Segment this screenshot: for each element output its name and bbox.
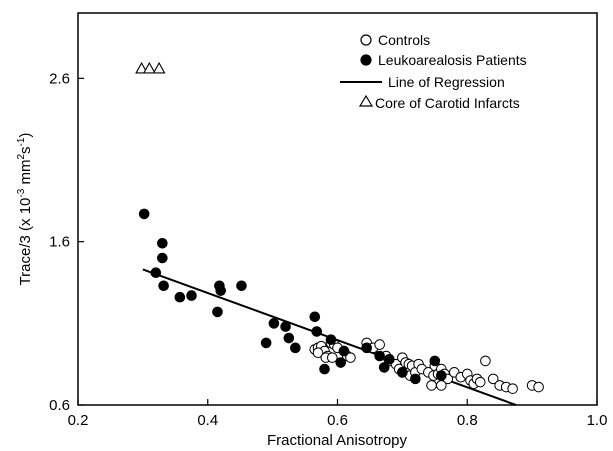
patient-point (384, 353, 395, 365)
x-tick-label: 0.8 (457, 412, 478, 429)
infarct-point (152, 61, 166, 74)
control-point (374, 339, 385, 350)
patient-point (335, 357, 347, 368)
y-tick-label: 1.6 (49, 234, 70, 251)
control-point (327, 352, 338, 363)
patient-point (374, 350, 385, 362)
control-point (507, 383, 518, 394)
patient-point (268, 318, 280, 329)
patient-point (311, 326, 323, 337)
patient-point (236, 280, 247, 292)
patient-point (361, 342, 372, 354)
legend-infarcts-marker (358, 94, 374, 107)
infarct-point (142, 61, 156, 74)
control-point (533, 381, 544, 393)
patient-point (429, 355, 441, 367)
patient-point (158, 280, 169, 292)
control-point (487, 373, 499, 385)
control-point (436, 380, 447, 391)
patient-point (378, 362, 390, 373)
legend-infarcts-label: Core of Carotid Infarcts (375, 95, 520, 111)
x-axis-label: Fractional Anisotropy (267, 432, 408, 449)
patient-point (280, 321, 291, 332)
data-points (135, 61, 544, 394)
x-tick-label: 0.4 (197, 412, 218, 429)
patient-point (338, 345, 350, 357)
patient-point (436, 370, 447, 381)
patient-point (150, 267, 162, 279)
control-point (312, 347, 324, 359)
legend-patients-label: Leukoarealosis Patients (378, 52, 527, 68)
y-tick-label: 0.6 (49, 397, 70, 414)
patient-point (325, 334, 337, 345)
control-point (426, 380, 437, 391)
patient-point (260, 337, 272, 349)
patient-point (397, 367, 408, 378)
patient-point (186, 290, 197, 301)
x-tick-label: 0.2 (68, 412, 89, 429)
patient-point (138, 208, 150, 220)
legend: Controls Leukoarealosis Patients Line of… (340, 32, 527, 111)
legend-controls-label: Controls (378, 32, 430, 48)
control-point (480, 355, 491, 367)
x-tick-label: 0.6 (327, 412, 348, 429)
patient-point (290, 342, 301, 354)
legend-regression-label: Line of Regression (388, 74, 505, 90)
infarct-point (135, 61, 149, 74)
patient-point (215, 285, 227, 296)
patient-point (157, 238, 168, 249)
patient-point (212, 306, 223, 318)
legend-controls-marker (360, 34, 372, 46)
y-axis-label: Trace/3 (x 10-3 mm2s-1) (16, 133, 34, 286)
patient-point (283, 332, 295, 344)
legend-patients-marker (360, 54, 372, 66)
control-point (474, 376, 486, 388)
patient-point (309, 311, 321, 323)
patient-point (319, 363, 330, 375)
patient-point (157, 252, 168, 264)
y-tick-label: 2.6 (49, 70, 70, 87)
axes: 0.2 0.4 0.6 0.8 1.0 0.6 1.6 2.6 (49, 70, 607, 429)
x-tick-label: 1.0 (587, 412, 608, 429)
patient-point (174, 291, 186, 303)
control-point (345, 352, 356, 363)
patient-point (410, 373, 421, 385)
